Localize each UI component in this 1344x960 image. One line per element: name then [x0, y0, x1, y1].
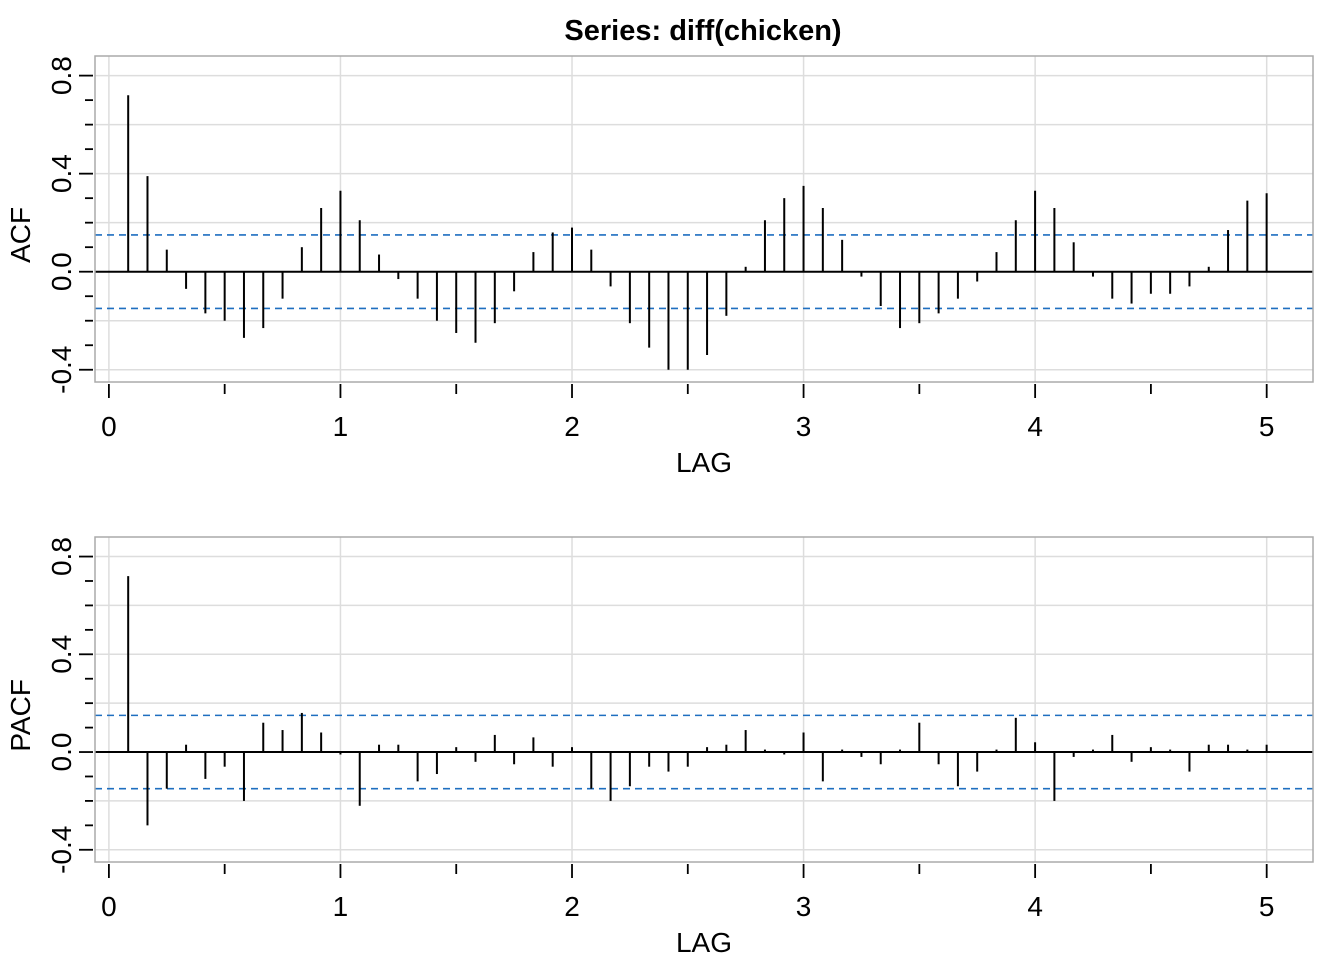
pacf-y-tick-label: 0.4: [46, 635, 77, 674]
acf-panel: Series: diff(chicken) 0 1 2 3 4 5 -0.4 0.0 0.4 0…: [5, 15, 1314, 478]
acf-confidence-bands: [95, 234, 1313, 310]
pacf-y-tick-label: 0.8: [46, 537, 77, 576]
pacf-x-tick-label: 3: [796, 891, 812, 922]
pacf-y-axis-label: PACF: [5, 679, 36, 752]
pacf-confidence-bands: [95, 714, 1313, 790]
acf-y-tick-label: 0.8: [46, 56, 77, 95]
acf-x-tick-label: 0: [101, 411, 117, 442]
acf-y-tick-label: 0.4: [46, 154, 77, 193]
pacf-x-axis: 0 1 2 3 4 5: [101, 864, 1274, 922]
acf-y-tick-label: -0.4: [46, 346, 77, 394]
acf-plot-frame: [94, 55, 1314, 383]
pacf-y-axis: -0.4 0.0 0.4 0.8: [46, 537, 93, 874]
pacf-y-tick-label: 0.0: [46, 733, 77, 772]
acf-x-axis-label: LAG: [676, 447, 732, 478]
pacf-x-tick-label: 0: [101, 891, 117, 922]
acf-grid: [95, 56, 1313, 382]
acf-x-tick-label: 2: [564, 411, 580, 442]
pacf-x-tick-label: 2: [564, 891, 580, 922]
pacf-x-tick-label: 5: [1259, 891, 1275, 922]
acf-y-tick-label: 0.0: [46, 252, 77, 291]
acf-x-tick-label: 5: [1259, 411, 1275, 442]
pacf-panel: 0 1 2 3 4 5 -0.4 0.0 0.4 0.8 LAG PACF: [5, 536, 1314, 958]
acf-spikes: [127, 95, 1268, 370]
acf-x-axis: 0 1 2 3 4 5: [101, 384, 1274, 442]
pacf-x-axis-label: LAG: [676, 927, 732, 958]
pacf-x-tick-label: 4: [1027, 891, 1043, 922]
acf-x-tick-label: 3: [796, 411, 812, 442]
chart-title: Series: diff(chicken): [564, 15, 841, 47]
pacf-plot-frame: [94, 536, 1314, 863]
pacf-grid: [95, 537, 1313, 862]
pacf-y-tick-label: -0.4: [46, 826, 77, 874]
pacf-spikes: [127, 576, 1268, 826]
pacf-x-tick-label: 1: [333, 891, 349, 922]
acf-y-axis-label: ACF: [5, 207, 36, 263]
acf-x-tick-label: 4: [1027, 411, 1043, 442]
acf-y-axis: -0.4 0.0 0.4 0.8: [46, 56, 93, 394]
acf-x-tick-label: 1: [333, 411, 349, 442]
